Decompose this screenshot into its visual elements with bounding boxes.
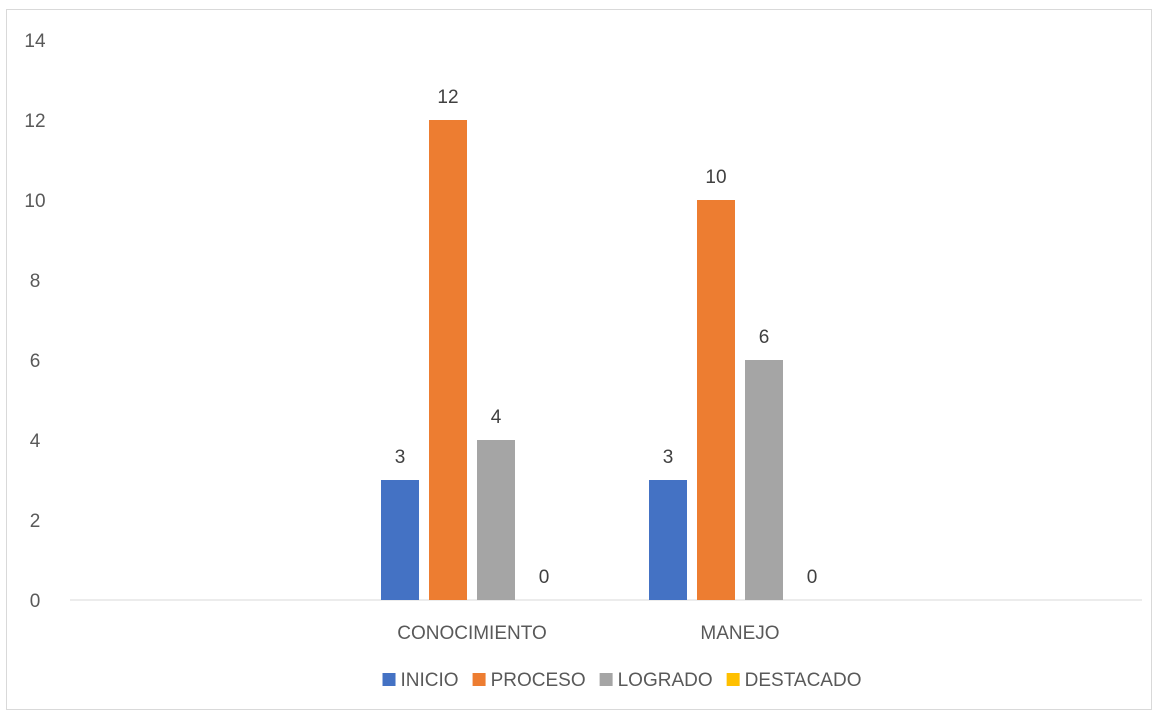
bar-logrado-conocimiento [477, 440, 515, 600]
bar-inicio-manejo [649, 480, 687, 600]
legend: INICIO PROCESO LOGRADO DESTACADO [382, 670, 862, 691]
legend-label: DESTACADO [745, 670, 862, 691]
bars [381, 120, 783, 600]
data-label: 4 [491, 407, 502, 428]
y-tick-label: 10 [24, 191, 45, 212]
legend-swatch-logrado [599, 673, 613, 686]
data-label: 6 [759, 327, 770, 348]
bar-proceso-manejo [697, 200, 735, 600]
data-label: 0 [539, 567, 550, 588]
category-label: CONOCIMIENTO [397, 623, 547, 644]
data-label: 10 [705, 167, 726, 188]
y-tick-label: 4 [30, 431, 41, 452]
y-tick-label: 12 [24, 111, 45, 132]
y-axis-ticks: 0 2 4 6 8 10 12 14 [24, 31, 46, 612]
bar-inicio-conocimiento [381, 480, 419, 600]
chart-frame [6, 9, 1152, 710]
data-label: 0 [807, 567, 818, 588]
legend-label: INICIO [401, 670, 459, 691]
bar-proceso-conocimiento [429, 120, 467, 600]
bar-logrado-manejo [745, 360, 783, 600]
y-tick-label: 6 [30, 351, 41, 372]
data-label: 3 [395, 447, 406, 468]
category-labels: CONOCIMIENTO MANEJO [397, 623, 779, 644]
data-label: 12 [437, 87, 458, 108]
legend-swatch-inicio [382, 673, 396, 686]
legend-swatch-destacado [726, 673, 740, 686]
legend-label: LOGRADO [618, 670, 713, 691]
y-tick-label: 0 [30, 591, 41, 612]
category-label: MANEJO [700, 623, 779, 644]
data-labels: 3 12 4 0 3 10 6 0 [395, 87, 818, 588]
y-tick-label: 14 [24, 31, 46, 52]
data-label: 3 [663, 447, 674, 468]
y-tick-label: 2 [30, 511, 41, 532]
legend-swatch-proceso [472, 673, 486, 686]
y-tick-label: 8 [30, 271, 41, 292]
legend-label: PROCESO [491, 670, 586, 691]
